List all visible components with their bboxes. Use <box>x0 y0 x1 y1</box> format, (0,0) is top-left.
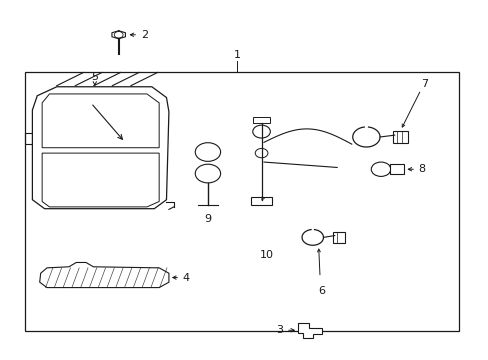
Circle shape <box>195 143 220 161</box>
Polygon shape <box>42 153 159 207</box>
Polygon shape <box>32 87 168 209</box>
Circle shape <box>114 32 123 38</box>
Polygon shape <box>298 323 321 338</box>
Text: 4: 4 <box>182 273 189 283</box>
Bar <box>332 232 345 243</box>
Bar <box>392 131 407 143</box>
Text: 3: 3 <box>276 325 283 335</box>
Circle shape <box>195 164 220 183</box>
Text: 8: 8 <box>417 164 425 174</box>
Text: 7: 7 <box>420 78 427 89</box>
Bar <box>250 197 272 205</box>
Text: 10: 10 <box>259 250 273 260</box>
Text: 1: 1 <box>233 50 240 60</box>
Text: 5: 5 <box>91 72 98 82</box>
Bar <box>389 164 404 174</box>
Text: 9: 9 <box>204 214 211 224</box>
Polygon shape <box>42 94 159 148</box>
Text: 2: 2 <box>141 30 147 40</box>
Circle shape <box>252 125 270 138</box>
Circle shape <box>370 162 390 176</box>
Circle shape <box>255 148 267 158</box>
Polygon shape <box>40 262 168 288</box>
Bar <box>25 72 458 330</box>
Bar <box>252 117 270 123</box>
Text: 6: 6 <box>318 286 325 296</box>
